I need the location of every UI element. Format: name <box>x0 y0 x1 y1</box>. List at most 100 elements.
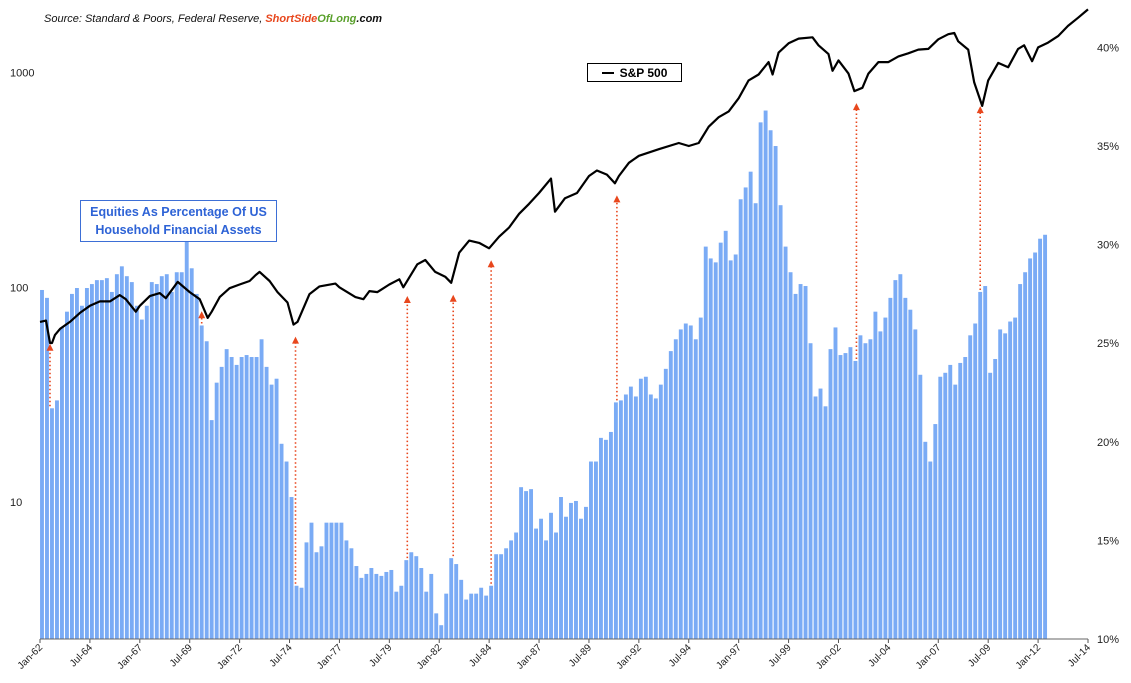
bar <box>938 376 943 639</box>
bar <box>663 368 668 639</box>
bar <box>424 591 429 639</box>
bar <box>509 540 514 639</box>
x-tick-label: Jan-72 <box>215 642 245 672</box>
bar <box>738 199 743 639</box>
bar <box>119 266 124 639</box>
bar <box>569 502 573 639</box>
bar <box>89 284 94 639</box>
bar <box>733 254 738 640</box>
bar <box>708 258 713 639</box>
bar <box>404 560 409 640</box>
x-tick-label: Jul-79 <box>367 642 394 669</box>
right-axis-ticks: 10% 15% 20% 25% 30% 35% 40% <box>1097 42 1119 646</box>
bar <box>603 439 608 639</box>
bar <box>254 357 259 639</box>
source-credit: Source: Standard & Poors, Federal Reserv… <box>44 13 382 25</box>
bar <box>988 372 993 639</box>
bar <box>958 362 963 639</box>
bar <box>858 335 863 639</box>
bar <box>304 542 309 639</box>
brand-shortside: ShortSide <box>265 13 318 25</box>
bar <box>439 625 444 639</box>
source-text: Source: Standard & Poors, Federal Reserv… <box>44 13 266 25</box>
bar <box>763 110 768 640</box>
right-tick-label: 40% <box>1097 42 1119 54</box>
bar <box>928 461 933 639</box>
bar <box>319 546 324 639</box>
bar-series <box>40 110 1048 640</box>
bar <box>643 376 648 639</box>
bar <box>464 599 469 639</box>
arrow-head <box>198 311 206 319</box>
bar <box>713 262 718 639</box>
right-tick-label: 15% <box>1097 535 1119 547</box>
bar <box>374 573 379 639</box>
brand-oflong: OfLong <box>317 13 357 25</box>
bar <box>74 288 79 639</box>
bar <box>409 552 414 639</box>
bar <box>608 431 613 639</box>
bar <box>1038 238 1043 639</box>
bar <box>998 329 1003 639</box>
bar <box>798 284 803 639</box>
bar <box>903 297 908 639</box>
bar <box>648 394 653 639</box>
bar <box>1008 321 1013 639</box>
bar <box>1018 284 1023 639</box>
bar <box>524 491 529 639</box>
bar <box>269 384 274 639</box>
x-tick-label: Jul-99 <box>767 642 794 669</box>
bar <box>389 569 394 639</box>
left-tick-label: 10 <box>10 497 22 509</box>
bar <box>219 366 224 639</box>
bar <box>384 571 389 639</box>
bar <box>214 382 219 639</box>
bar <box>189 268 194 639</box>
bar <box>149 282 154 639</box>
bar <box>768 130 773 639</box>
bar <box>658 384 663 639</box>
bar <box>1023 272 1028 639</box>
bar <box>519 487 524 639</box>
bar <box>968 335 973 639</box>
x-tick-label: Jan-02 <box>814 642 844 672</box>
bar <box>209 420 214 639</box>
bar <box>828 349 833 639</box>
bar <box>1028 258 1033 639</box>
bar <box>539 518 543 639</box>
left-axis-ticks: 10 100 1000 <box>10 68 34 509</box>
bar <box>419 568 424 639</box>
bar <box>359 577 364 639</box>
bottom-arrows <box>46 103 984 584</box>
bar <box>758 122 763 640</box>
bar <box>683 323 688 639</box>
x-tick-label: Jul-94 <box>667 642 694 669</box>
x-tick-label: Jul-64 <box>68 642 95 669</box>
x-tick-label: Jul-74 <box>268 642 295 669</box>
bar <box>134 305 139 639</box>
bar <box>728 260 733 639</box>
bar <box>973 323 978 639</box>
x-tick-label: Jul-89 <box>567 642 594 669</box>
bar <box>504 548 509 639</box>
bar <box>299 587 304 639</box>
bar <box>628 386 633 639</box>
bar <box>678 329 683 639</box>
bar <box>144 305 149 639</box>
bar-series-annotation: Equities As Percentage Of US Household F… <box>80 200 277 242</box>
bar <box>174 272 179 639</box>
bar <box>1003 333 1008 639</box>
bar <box>778 205 783 639</box>
bar <box>454 564 459 639</box>
bar <box>848 347 853 639</box>
bar <box>474 593 479 639</box>
bar <box>494 554 499 639</box>
bar <box>529 489 534 639</box>
bar <box>753 203 758 639</box>
bar <box>843 353 848 639</box>
right-tick-label: 10% <box>1097 634 1119 646</box>
bar <box>893 280 898 639</box>
brand-dotcom: .com <box>356 13 383 25</box>
right-tick-label: 35% <box>1097 141 1119 153</box>
